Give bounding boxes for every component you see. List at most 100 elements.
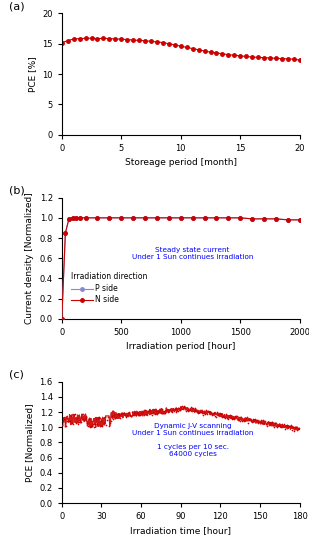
Point: [137, 411, 142, 420]
Point: [184, 407, 188, 416]
Point: [261, 418, 266, 427]
Point: [211, 409, 216, 417]
Point: [60, 421, 65, 429]
Point: [151, 405, 156, 414]
Point: [81, 409, 86, 418]
Point: [188, 403, 193, 412]
Point: [187, 406, 192, 414]
Point: [65, 417, 70, 426]
Point: [260, 419, 265, 427]
Point: [94, 420, 99, 428]
Point: [258, 417, 263, 426]
Point: [290, 426, 295, 434]
Point: [206, 408, 211, 416]
Point: [246, 415, 251, 424]
Point: [230, 414, 235, 422]
Point: [153, 406, 158, 415]
Point: [210, 408, 215, 417]
Point: [162, 407, 167, 416]
Point: [141, 407, 146, 416]
Point: [127, 411, 132, 420]
Point: [193, 406, 198, 415]
Point: [63, 417, 68, 426]
Point: [243, 416, 248, 424]
Point: [78, 413, 83, 422]
Point: [98, 422, 103, 430]
Point: [115, 409, 120, 418]
Point: [242, 417, 247, 426]
Point: [161, 408, 166, 417]
Point: [73, 418, 78, 427]
Point: [97, 414, 102, 422]
Point: [121, 409, 126, 417]
Y-axis label: PCE [%]: PCE [%]: [28, 56, 37, 92]
Point: [88, 422, 93, 430]
Point: [217, 410, 222, 419]
Point: [254, 415, 259, 424]
Point: [255, 417, 260, 426]
Point: [197, 407, 202, 416]
Point: [263, 420, 268, 428]
Point: [106, 413, 111, 421]
Point: [292, 427, 297, 435]
Point: [208, 408, 213, 417]
Point: [125, 411, 129, 420]
Point: [101, 413, 106, 422]
Point: [223, 410, 228, 419]
Point: [158, 406, 163, 414]
Point: [154, 410, 159, 419]
Point: [222, 413, 226, 422]
Point: [196, 409, 201, 417]
Point: [107, 422, 112, 430]
Point: [198, 408, 203, 417]
Point: [175, 405, 180, 414]
Point: [259, 416, 264, 424]
Point: [148, 409, 153, 417]
Point: [209, 411, 214, 420]
Point: [252, 415, 257, 424]
Point: [149, 410, 154, 419]
Point: [169, 407, 174, 416]
Point: [112, 414, 117, 423]
Text: P side: P side: [95, 284, 118, 293]
Point: [278, 423, 283, 431]
Point: [237, 416, 242, 425]
Point: [185, 407, 190, 415]
Point: [266, 418, 271, 427]
Point: [155, 409, 160, 417]
Point: [71, 410, 76, 419]
Point: [284, 421, 289, 429]
Point: [108, 419, 112, 427]
Point: [199, 407, 204, 416]
Point: [130, 410, 135, 419]
Point: [165, 408, 170, 416]
Point: [257, 417, 262, 426]
Point: [114, 410, 119, 419]
Point: [216, 411, 221, 420]
Point: [239, 417, 244, 426]
Point: [231, 414, 236, 423]
Point: [173, 408, 178, 416]
Point: [85, 419, 90, 427]
Point: [272, 422, 277, 431]
Point: [248, 417, 253, 426]
Point: [93, 415, 98, 423]
Point: [160, 405, 165, 413]
Point: [82, 414, 87, 423]
Point: [167, 406, 171, 414]
Point: [201, 410, 205, 419]
Point: [219, 409, 224, 418]
Point: [177, 404, 182, 412]
Point: [179, 403, 184, 412]
Point: [286, 422, 291, 430]
Point: [91, 420, 95, 428]
Point: [289, 421, 294, 430]
Point: [221, 412, 226, 420]
Point: [229, 415, 234, 423]
Point: [296, 424, 301, 433]
Point: [215, 408, 220, 416]
Point: [287, 422, 292, 431]
Point: [213, 412, 218, 420]
Point: [203, 406, 208, 414]
Point: [224, 413, 229, 422]
